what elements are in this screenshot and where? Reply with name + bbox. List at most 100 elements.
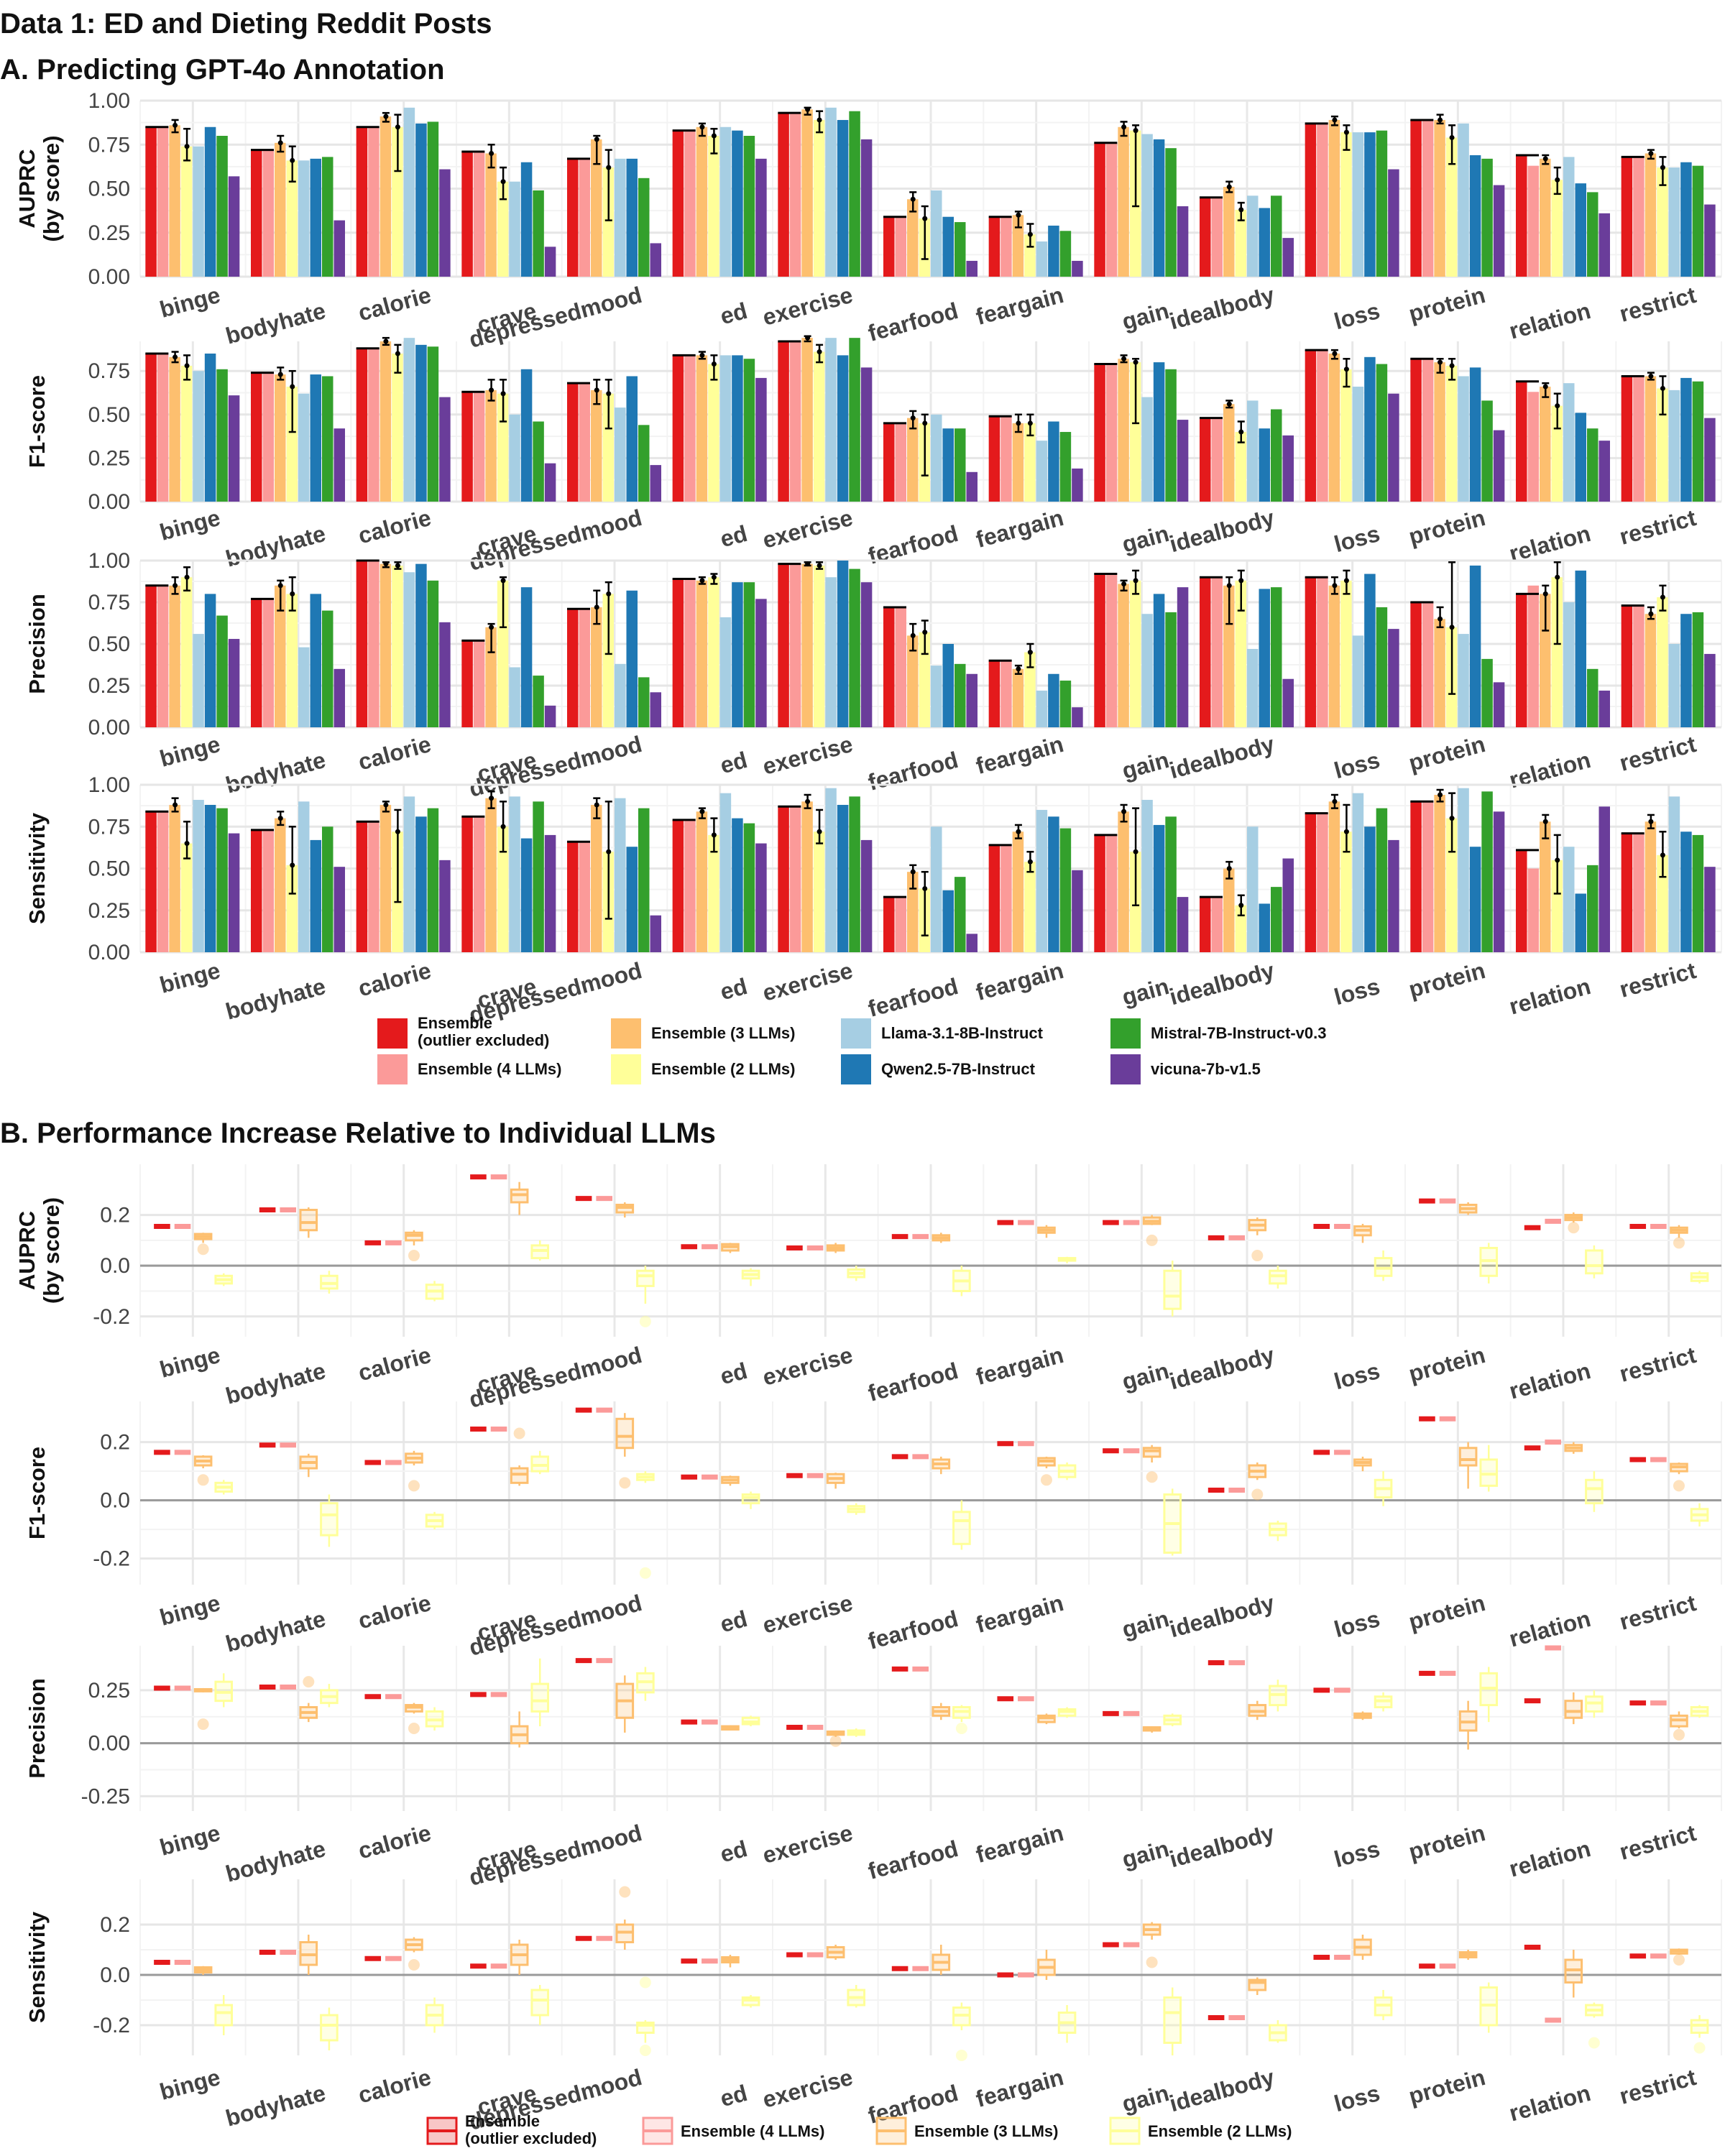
bar-ens4-feargain bbox=[1000, 844, 1012, 952]
legend-a-label: Ensemble (2 LLMs) bbox=[651, 1060, 795, 1078]
box-ens2-bodyhate bbox=[320, 2014, 339, 2042]
x-tick-label: gain bbox=[1119, 2080, 1172, 2117]
bar-qwen-crave bbox=[520, 587, 533, 727]
bar-ens2-loss bbox=[1340, 132, 1352, 277]
x-tick-label: bodyhate bbox=[223, 973, 328, 1025]
bar-llama-gain bbox=[1141, 134, 1153, 277]
bar-llama-protein bbox=[1458, 634, 1469, 727]
bar-llama-protein bbox=[1458, 123, 1469, 277]
bar-ens4-restrict bbox=[1633, 833, 1644, 952]
error-point bbox=[1660, 385, 1665, 391]
bar-ens_outlier-gain bbox=[1094, 573, 1105, 727]
x-tick-label: protein bbox=[1406, 2064, 1488, 2109]
bar-qwen-crave bbox=[520, 369, 533, 502]
bar-vicuna-restrict bbox=[1704, 867, 1716, 952]
error-point bbox=[1542, 156, 1548, 162]
error-point bbox=[1238, 903, 1244, 908]
bar-vicuna-protein bbox=[1493, 185, 1505, 277]
error-point bbox=[1016, 666, 1021, 672]
bar-mistral-restrict bbox=[1692, 612, 1704, 727]
bar-vicuna-calorie bbox=[439, 860, 451, 952]
bar-vicuna-loss bbox=[1388, 629, 1399, 727]
bar-ens_outlier-fearfood bbox=[883, 897, 895, 952]
y-axis-label: AUPRC(by score) bbox=[14, 1197, 64, 1304]
bar-ens2-feargain bbox=[1024, 862, 1036, 952]
box-ens2-ed bbox=[741, 1493, 760, 1505]
bar-vicuna-restrict bbox=[1704, 653, 1716, 727]
x-tick-label: bodyhate bbox=[223, 1606, 328, 1657]
bar-qwen-bodyhate bbox=[310, 594, 321, 727]
error-point bbox=[910, 415, 916, 421]
bar-qwen-ed bbox=[732, 130, 743, 277]
x-tick-label: exercise bbox=[760, 957, 855, 1006]
bar-mistral-ed bbox=[743, 359, 755, 502]
bar-qwen-protein bbox=[1469, 847, 1481, 952]
outlier-ens3-restrict bbox=[1673, 1954, 1685, 1966]
bar-ens_outlier-loss bbox=[1305, 350, 1317, 502]
x-tick-label: feargain bbox=[973, 957, 1067, 1005]
bar-mistral-loss bbox=[1376, 130, 1388, 277]
bar-ens2-crave bbox=[497, 181, 509, 277]
bar-vicuna-fearfood bbox=[966, 673, 978, 727]
y-tick-label: 0.75 bbox=[88, 815, 130, 839]
bar-vicuna-protein bbox=[1493, 430, 1505, 502]
error-point bbox=[922, 420, 928, 426]
bar-ens2-idealbody bbox=[1235, 209, 1246, 277]
error-point bbox=[489, 796, 494, 801]
bar-mistral-feargain bbox=[1059, 432, 1072, 502]
bar-ens_outlier-binge bbox=[145, 811, 157, 952]
bar-ens_outlier-exercise bbox=[778, 341, 789, 502]
error-point bbox=[290, 157, 295, 163]
outlier-ens3-binge bbox=[197, 1474, 209, 1486]
y-tick-label: 0.50 bbox=[88, 632, 130, 656]
bar-ens3-depressedmood bbox=[591, 139, 602, 277]
bar-ens3-gain bbox=[1118, 584, 1129, 727]
legend-b: Ensemble(outlier excluded) Ensemble (4 LL… bbox=[426, 2112, 1292, 2147]
bar-vicuna-idealbody bbox=[1282, 678, 1294, 727]
error-point bbox=[290, 591, 295, 596]
error-point bbox=[1027, 859, 1033, 865]
bar-mistral-protein bbox=[1481, 158, 1493, 277]
x-tick-label: loss bbox=[1331, 1358, 1382, 1394]
bar-ens_outlier-feargain bbox=[988, 216, 1000, 277]
y-tick-label: 0.2 bbox=[100, 1431, 130, 1455]
bar-mistral-depressedmood bbox=[638, 677, 650, 727]
y-axis-label: Sensitivity bbox=[24, 812, 50, 924]
bar-mistral-fearfood bbox=[954, 663, 966, 727]
error-point bbox=[172, 802, 178, 808]
y-tick-label: 0.2 bbox=[100, 1913, 130, 1937]
bar-vicuna-calorie bbox=[439, 397, 451, 502]
bar-mistral-idealbody bbox=[1271, 887, 1282, 952]
y-tick-label: -0.25 bbox=[81, 1784, 130, 1808]
x-tick-label: ed bbox=[717, 298, 750, 329]
bar-llama-crave bbox=[509, 181, 520, 277]
bar-ens2-loss bbox=[1340, 831, 1352, 952]
bar-ens_outlier-loss bbox=[1305, 813, 1317, 952]
error-point bbox=[1238, 429, 1244, 435]
bar-ens2-binge bbox=[180, 843, 193, 952]
error-point bbox=[699, 578, 705, 584]
x-tick-label: calorie bbox=[356, 731, 434, 775]
bar-ens3-protein bbox=[1434, 794, 1445, 952]
bar-ens3-crave bbox=[485, 153, 497, 277]
bar-vicuna-restrict bbox=[1704, 204, 1716, 277]
error-point bbox=[910, 869, 916, 875]
y-axis-label-line: Precision bbox=[24, 1678, 50, 1779]
error-point bbox=[1555, 177, 1560, 183]
bar-ens3-bodyhate bbox=[275, 818, 286, 952]
bar-mistral-bodyhate bbox=[322, 157, 334, 277]
y-tick-label: 1.00 bbox=[88, 549, 130, 573]
bar-ens3-depressedmood bbox=[591, 390, 602, 502]
box-ens2-fearfood bbox=[952, 1511, 971, 1545]
x-tick-label: relation bbox=[1506, 1606, 1593, 1652]
outlier-ens2-fearfood bbox=[955, 2050, 967, 2061]
bar-ens3-ed bbox=[696, 355, 708, 502]
x-tick-label: binge bbox=[157, 957, 223, 998]
error-point bbox=[1226, 184, 1232, 190]
bar-mistral-bodyhate bbox=[322, 610, 334, 727]
bar-vicuna-exercise bbox=[860, 367, 873, 502]
bar-ens2-crave bbox=[497, 826, 509, 952]
bar-ens_outlier-binge bbox=[145, 353, 157, 502]
bar-vicuna-gain bbox=[1177, 587, 1189, 727]
bar-ens_outlier-restrict bbox=[1621, 605, 1633, 727]
